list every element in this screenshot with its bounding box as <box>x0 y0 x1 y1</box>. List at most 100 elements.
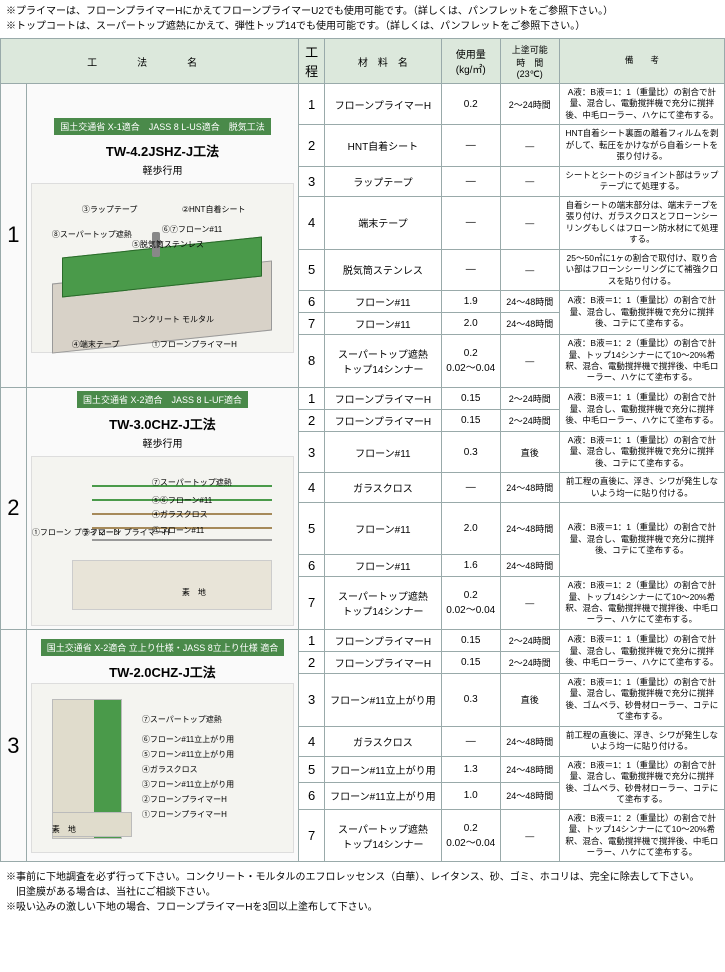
note-text: 25～50㎡に1ヶの割合で取付け、取り合い部はフローンシーリングにて補強クロスを… <box>559 249 724 290</box>
table-row: 1国土交通省 X-1適合 JASS 8 L-US適合 脱気工法TW-4.2JSH… <box>1 84 725 125</box>
note-text: シートとシートのジョイント部はラップテープにて処理する。 <box>559 166 724 196</box>
diagram-label: ④ガラスクロス <box>142 764 198 775</box>
step-number: 2 <box>299 409 325 431</box>
amount-value: 0.20.02～0.04 <box>441 809 500 862</box>
amount-value: 0.3 <box>441 431 500 472</box>
amount-value: 2.0 <box>441 503 500 555</box>
amount-value: 0.3 <box>441 673 500 726</box>
note-line: ※プライマーは、フローンプライマーHにかえてフローンプライマーU2でも使用可能で… <box>6 4 719 19</box>
note-text: A液：B液＝1：2（重量比）の割合で計量、トップ14シンナーにて10～20%希釈… <box>559 809 724 862</box>
step-number: 3 <box>299 166 325 196</box>
method-subtitle: 軽歩行用 <box>31 435 294 450</box>
time-value: 24～48時間 <box>500 783 559 809</box>
amount-value: 0.2 <box>441 84 500 125</box>
diagram-label: ⑦スーパートップ遮熱 <box>142 714 222 725</box>
time-value: 24～48時間 <box>500 473 559 503</box>
step-number: 1 <box>299 387 325 409</box>
time-value: 直後 <box>500 431 559 472</box>
time-value: — <box>500 809 559 862</box>
method-cell: 国土交通省 X-2適合 立上り仕様・JASS 8立上り仕様 適合TW-2.0CH… <box>26 629 298 862</box>
diagram-label: ⑤フローン#11立上がり用 <box>142 749 234 760</box>
material-name: フローンプライマーH <box>325 629 442 651</box>
diagram-label: ③フローン#11 <box>152 525 204 536</box>
step-number: 2 <box>299 125 325 166</box>
material-name: ラップテープ <box>325 166 442 196</box>
time-value: — <box>500 249 559 290</box>
method-cell: 国土交通省 X-2適合 JASS 8 L-UF適合TW-3.0CHZ-J工法軽歩… <box>26 387 298 629</box>
note-text: A液：B液＝1：1（重量比）の割合で計量、混合し、電動撹拌機で充分に撹拌後、コテ… <box>559 291 724 335</box>
time-value: 2～24時間 <box>500 651 559 673</box>
note-text: 前工程の直後に、浮き、シワが発生しないよう均一に貼り付ける。 <box>559 726 724 756</box>
hdr-method: 工 法 名 <box>1 39 299 84</box>
top-notes: ※プライマーは、フローンプライマーHにかえてフローンプライマーU2でも使用可能で… <box>0 0 725 38</box>
step-number: 1 <box>299 629 325 651</box>
time-value: 24～48時間 <box>500 291 559 313</box>
time-value: — <box>500 125 559 166</box>
diagram-label: ②フローンプライマーH <box>142 794 227 805</box>
amount-value: — <box>441 726 500 756</box>
note-text: A液：B液＝1：1（重量比）の割合で計量、混合し、電動撹拌機で充分に撹拌後、ゴム… <box>559 673 724 726</box>
material-name: フローン#11立上がり用 <box>325 783 442 809</box>
material-name: スーパートップ遮熱トップ14シンナー <box>325 577 442 630</box>
note-text: A液：B液＝1：1（重量比）の割合で計量、混合し、電動撹拌機で充分に撹拌後、中毛… <box>559 629 724 673</box>
material-name: フローンプライマーH <box>325 387 442 409</box>
time-value: 2～24時間 <box>500 629 559 651</box>
amount-value: — <box>441 249 500 290</box>
diagram-label: ①フローンプライマーH <box>142 809 227 820</box>
amount-value: — <box>441 473 500 503</box>
method-number: 3 <box>1 629 27 862</box>
note-text: A液：B液＝1：1（重量比）の割合で計量、混合し、電動撹拌機で充分に撹拌後、中毛… <box>559 387 724 431</box>
diagram-label: ⑤⑥フローン#11 <box>152 495 212 506</box>
method-subtitle: 軽歩行用 <box>31 162 294 177</box>
bottom-notes: ※事前に下地調査を必ず行って下さい。コンクリート・モルタルのエフロレッセンス（白… <box>0 866 725 919</box>
time-value: 直後 <box>500 673 559 726</box>
method-diagram: ⑦スーパートップ遮熱⑤⑥フローン#11④ガラスクロス①フローン プライマーH②フ… <box>31 456 294 626</box>
material-name: 脱気筒ステンレス <box>325 249 442 290</box>
step-number: 7 <box>299 809 325 862</box>
method-title: TW-2.0CHZ-J工法 <box>31 662 294 681</box>
material-name: スーパートップ遮熱トップ14シンナー <box>325 809 442 862</box>
step-number: 8 <box>299 335 325 388</box>
table-row: 2国土交通省 X-2適合 JASS 8 L-UF適合TW-3.0CHZ-J工法軽… <box>1 387 725 409</box>
amount-value: 0.15 <box>441 629 500 651</box>
table-row: 3国土交通省 X-2適合 立上り仕様・JASS 8立上り仕様 適合TW-2.0C… <box>1 629 725 651</box>
diagram-label: ④ガラスクロス <box>152 509 208 520</box>
note-line: ※吸い込みの激しい下地の場合、フローンプライマーHを3回以上塗布して下さい。 <box>6 900 719 915</box>
diagram-label: ②HNT自着シート <box>182 204 246 215</box>
material-name: 端末テープ <box>325 196 442 249</box>
hdr-material: 材 料 名 <box>325 39 442 84</box>
amount-value: 1.6 <box>441 555 500 577</box>
hdr-amount: 使用量(kg/㎡) <box>441 39 500 84</box>
time-value: 24～48時間 <box>500 726 559 756</box>
step-number: 6 <box>299 291 325 313</box>
step-number: 1 <box>299 84 325 125</box>
step-number: 5 <box>299 503 325 555</box>
amount-value: 0.15 <box>441 409 500 431</box>
diagram-label: ④端末テープ <box>72 339 120 350</box>
amount-value: 0.15 <box>441 651 500 673</box>
method-title: TW-4.2JSHZ-J工法 <box>31 141 294 160</box>
time-value: 24～48時間 <box>500 555 559 577</box>
material-name: フローンプライマーH <box>325 409 442 431</box>
hdr-time: 上塗可能時 間(23℃) <box>500 39 559 84</box>
note-line: 旧塗膜がある場合は、当社にご相談下さい。 <box>6 885 719 900</box>
diagram-label: ⑥フローン#11立上がり用 <box>142 734 234 745</box>
step-number: 6 <box>299 783 325 809</box>
amount-value: 0.20.02～0.04 <box>441 335 500 388</box>
diagram-label: ⑤脱気筒ステンレス <box>132 239 204 250</box>
method-badge: 国土交通省 X-2適合 JASS 8 L-UF適合 <box>77 391 248 408</box>
diagram-label: ①フローンプライマーH <box>152 339 237 350</box>
step-number: 5 <box>299 249 325 290</box>
header-row: 工 法 名 工程 材 料 名 使用量(kg/㎡) 上塗可能時 間(23℃) 備 … <box>1 39 725 84</box>
material-name: ガラスクロス <box>325 726 442 756</box>
step-number: 7 <box>299 313 325 335</box>
step-number: 3 <box>299 431 325 472</box>
time-value: — <box>500 577 559 630</box>
diagram-label: ③ラップテープ <box>82 204 138 215</box>
method-cell: 国土交通省 X-1適合 JASS 8 L-US適合 脱気工法TW-4.2JSHZ… <box>26 84 298 388</box>
time-value: — <box>500 196 559 249</box>
step-number: 2 <box>299 651 325 673</box>
method-number: 2 <box>1 387 27 629</box>
note-text: 自着シートの端末部分は、端末テープを張り付け、ガラスクロスとフローンシーリングも… <box>559 196 724 249</box>
material-name: フローン#11 <box>325 503 442 555</box>
